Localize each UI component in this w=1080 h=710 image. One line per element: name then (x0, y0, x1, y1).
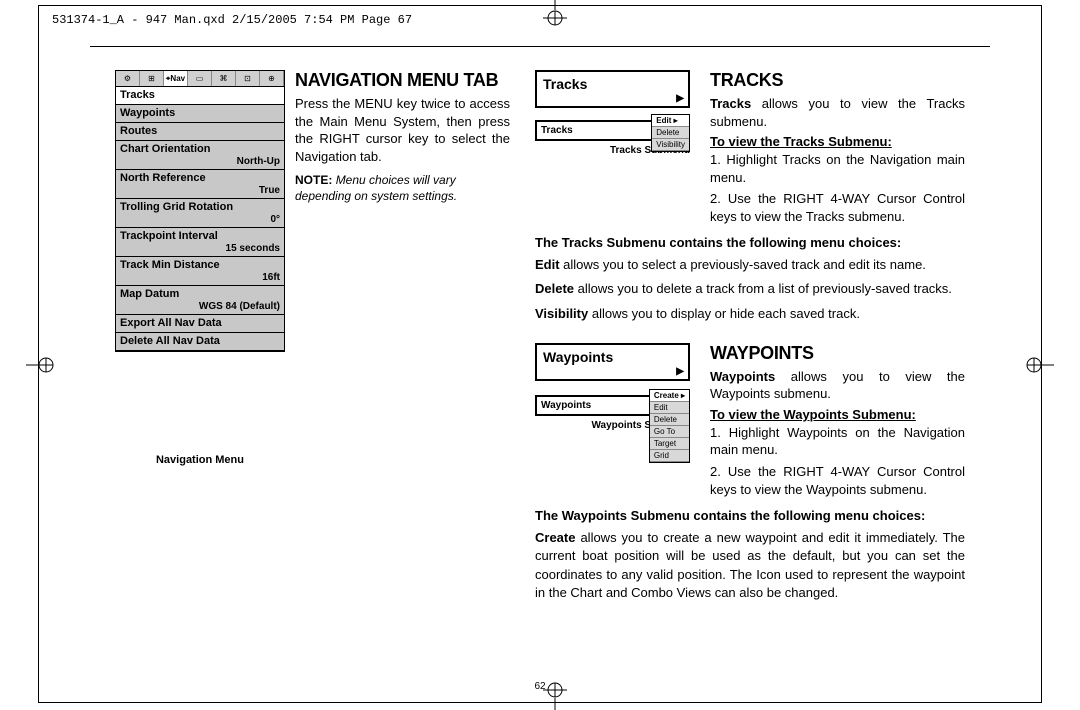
choice-b: Edit (535, 257, 560, 272)
nav-menu-item: Chart OrientationNorth-Up (116, 141, 284, 170)
nav-menu-item: Delete All Nav Data (116, 333, 284, 351)
waypoints-intro: Waypoints allows you to view the Waypoin… (710, 368, 965, 403)
tracks-subhead: To view the Tracks Submenu: (710, 134, 965, 149)
choice-t: allows you to create a new waypoint and … (535, 530, 965, 600)
waypoints-step1: 1. Highlight Waypoints on the Navigation… (710, 424, 965, 459)
choice-b: Delete (535, 281, 574, 296)
choice-b: Create (535, 530, 575, 545)
crop-mark-top (540, 0, 570, 28)
waypoints-section: Waypoints ▶ Waypoints Create ▸EditDelete… (535, 343, 965, 602)
waypoints-subhead: To view the Waypoints Submenu: (710, 407, 965, 422)
nav-menu-value: WGS 84 (Default) (120, 301, 280, 312)
nav-menu-caption: Navigation Menu (115, 454, 285, 466)
waypoints-box-label: Waypoints (543, 349, 613, 365)
nav-tab-note: NOTE: Menu choices will vary depending o… (295, 173, 510, 204)
tracks-section: Tracks ▶ Tracks Edit ▸DeleteVisibility T… (535, 70, 965, 323)
nav-tab-title: Navigation Menu Tab (295, 70, 510, 91)
nav-menu-value: North-Up (120, 156, 280, 167)
tracks-choices-hdr: The Tracks Submenu contains the followin… (535, 235, 965, 250)
nav-menu-value: 16ft (120, 272, 280, 283)
nav-menu-value: 15 seconds (120, 243, 280, 254)
right-column: Tracks ▶ Tracks Edit ▸DeleteVisibility T… (535, 70, 965, 616)
waypoints-choices-hdr: The Waypoints Submenu contains the follo… (535, 508, 965, 523)
nav-tab-icon: ⊕ (260, 71, 284, 86)
nav-menu-screenshot: ⚙⊞⌖Nav▭⌘⊡⊕ TracksWaypointsRoutesChart Or… (115, 70, 285, 352)
nav-menu-value: True (120, 185, 280, 196)
tracks-submenu-img: Tracks Edit ▸DeleteVisibility (535, 120, 690, 141)
tracks-choice1: Edit allows you to select a previously-s… (535, 256, 965, 274)
choice-t: allows you to select a previously-saved … (560, 257, 926, 272)
tracks-choice2: Delete allows you to delete a track from… (535, 280, 965, 298)
page-number: 62 (534, 681, 545, 692)
nav-menu-item: Export All Nav Data (116, 315, 284, 333)
nav-menu-item: Routes (116, 123, 284, 141)
nav-menu-item: Track Min Distance16ft (116, 257, 284, 286)
submenu-opt: Visibility (652, 139, 689, 151)
nav-tab-icon: ⊡ (236, 71, 260, 86)
nav-tab-body: Press the MENU key twice to access the M… (295, 95, 510, 165)
crop-mark-right (1024, 350, 1054, 380)
tracks-intro-b: Tracks (710, 96, 751, 111)
choice-t: allows you to display or hide each saved… (588, 306, 860, 321)
print-header: 531374-1_A - 947 Man.qxd 2/15/2005 7:54 … (52, 13, 412, 27)
submenu-opt: Edit ▸ (652, 115, 689, 127)
submenu-opt: Edit (650, 402, 689, 414)
choice-t: allows you to delete a track from a list… (574, 281, 952, 296)
submenu-opt: Target (650, 438, 689, 450)
submenu-opt: Delete (652, 127, 689, 139)
arrow-icon: ▶ (676, 366, 684, 377)
nav-tab-icon: ⌖Nav (164, 71, 188, 86)
tracks-title: Tracks (710, 70, 965, 91)
waypoints-box: Waypoints ▶ (535, 343, 690, 381)
nav-tab-icon: ⚙ (116, 71, 140, 86)
nav-tab-icon: ⊞ (140, 71, 164, 86)
choice-b: Visibility (535, 306, 588, 321)
submenu-opt: Grid (650, 450, 689, 462)
nav-menu-item: Trackpoint Interval15 seconds (116, 228, 284, 257)
waypoints-title: Waypoints (710, 343, 965, 364)
nav-menu-item: Waypoints (116, 105, 284, 123)
tracks-step2: 2. Use the RIGHT 4-WAY Cursor Control ke… (710, 190, 965, 225)
crop-mark-left (26, 350, 56, 380)
waypoints-choice1: Create allows you to create a new waypoi… (535, 529, 965, 602)
submenu-opt: Create ▸ (650, 390, 689, 402)
tracks-box-label: Tracks (543, 76, 587, 92)
submenu-opt: Delete (650, 414, 689, 426)
nav-tab-icon: ▭ (188, 71, 212, 86)
nav-menu-item: North ReferenceTrue (116, 170, 284, 199)
waypoints-step2: 2. Use the RIGHT 4-WAY Cursor Control ke… (710, 463, 965, 498)
arrow-icon: ▶ (676, 93, 684, 104)
nav-menu-value: 0° (120, 214, 280, 225)
submenu-opt: Go To (650, 426, 689, 438)
nav-menu-item: Map DatumWGS 84 (Default) (116, 286, 284, 315)
tracks-choice3: Visibility allows you to display or hide… (535, 305, 965, 323)
waypoints-submenu-img: Waypoints Create ▸EditDeleteGo ToTargetG… (535, 395, 690, 416)
nav-menu-item: Trolling Grid Rotation0° (116, 199, 284, 228)
nav-tab-icon: ⌘ (212, 71, 236, 86)
tracks-step1: 1. Highlight Tracks on the Navigation ma… (710, 151, 965, 186)
wp-intro-b: Waypoints (710, 369, 775, 384)
note-label: NOTE: (295, 173, 332, 187)
tracks-intro: Tracks allows you to view the Tracks sub… (710, 95, 965, 130)
tracks-box: Tracks ▶ (535, 70, 690, 108)
section-nav-tab: Navigation Menu Tab Press the MENU key t… (295, 70, 510, 204)
nav-menu-item: Tracks (116, 87, 284, 105)
